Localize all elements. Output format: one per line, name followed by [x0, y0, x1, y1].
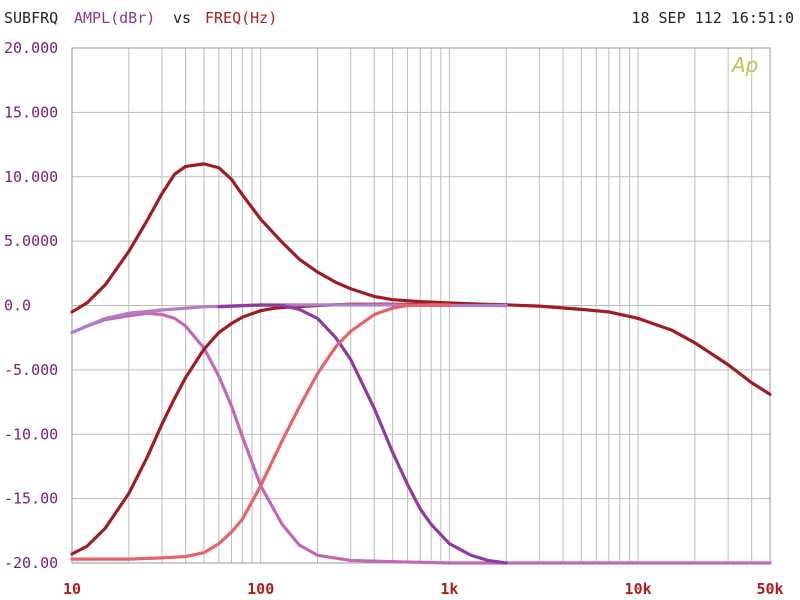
header-xlabel: FREQ(Hz) — [205, 9, 277, 27]
series-line-5 — [217, 303, 508, 565]
header-prefix: SUBFRQ — [4, 9, 58, 27]
series-layer — [70, 162, 772, 565]
tick-labels: 20.000 15.000 10.000 5.0000 0.0 -5.000 -10.00 -… — [4, 39, 784, 598]
ap-logo: Ap — [730, 53, 758, 77]
y-tick-label: 0.0 — [4, 297, 31, 315]
x-tick-label: 1k — [440, 580, 458, 598]
y-tick-label: 10.000 — [4, 168, 58, 186]
y-tick-label: -15.00 — [4, 490, 58, 508]
x-tick-label: 10k — [625, 580, 652, 598]
header-vs: vs — [173, 9, 191, 27]
y-tick-label: -20.00 — [4, 554, 58, 572]
y-tick-label: 20.000 — [4, 39, 58, 57]
series-line-1 — [70, 162, 772, 396]
x-tick-label: 50k — [756, 580, 783, 598]
x-tick-label: 100 — [247, 580, 274, 598]
y-tick-label: 15.000 — [4, 103, 58, 121]
header-ylabel: AMPL(dBr) — [74, 9, 155, 27]
y-tick-label: -10.00 — [4, 425, 58, 443]
x-tick-label: 10 — [63, 580, 81, 598]
header-timestamp: 18 SEP 112 16:51:0 — [631, 9, 794, 27]
y-tick-label: -5.000 — [4, 361, 58, 379]
series-line-6 — [70, 303, 451, 561]
y-tick-label: 5.0000 — [4, 232, 58, 250]
series-line-2 — [70, 311, 772, 565]
